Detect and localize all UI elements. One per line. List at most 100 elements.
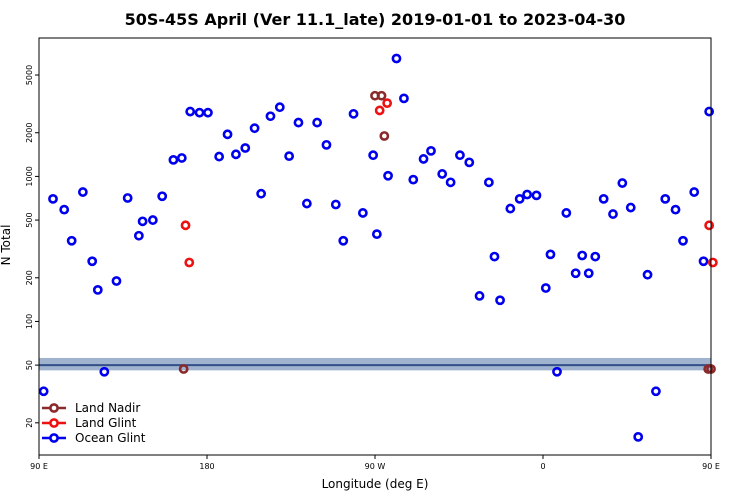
data-point [231, 149, 241, 160]
data-point [464, 157, 475, 168]
data-point [249, 123, 260, 134]
data-point [660, 193, 671, 204]
data-point [370, 90, 380, 101]
y-tick-label: 1000 [25, 166, 34, 186]
data-point [651, 386, 661, 397]
x-tick-label: 180 [199, 462, 214, 471]
data-point [489, 251, 500, 262]
data-point [514, 193, 525, 204]
data-points [38, 53, 718, 442]
x-tick-label: 90 E [30, 462, 48, 471]
data-point [399, 93, 409, 104]
x-axis-ticks: 90 E 180 90 W 0 90 E [30, 455, 720, 471]
data-point [379, 131, 390, 141]
series-land-nadir [178, 90, 716, 374]
data-point [455, 150, 465, 161]
data-point [642, 269, 653, 280]
data-point [426, 145, 436, 156]
data-point [483, 177, 494, 188]
data-point [157, 191, 168, 202]
data-point [371, 229, 382, 240]
y-tick-label: 5000 [25, 65, 34, 85]
data-point [577, 250, 588, 261]
data-point [284, 151, 295, 162]
y-tick-label: 500 [25, 212, 34, 227]
legend-label: Land Nadir [75, 401, 140, 415]
data-point [561, 208, 572, 218]
y-tick-label: 20 [25, 418, 34, 428]
data-point [180, 220, 191, 231]
data-point [383, 170, 393, 181]
x-tick-label: 90 W [365, 462, 386, 471]
x-axis-label: Longitude (deg E) [322, 477, 429, 491]
data-point [590, 251, 601, 262]
x-tick-label: 90 E [702, 462, 720, 471]
data-point [185, 106, 196, 117]
data-point [147, 215, 158, 225]
data-point [374, 105, 385, 116]
series-land-glint [180, 98, 718, 268]
data-point [531, 190, 542, 201]
data-point [265, 111, 276, 122]
chart-title: 50S-45S April (Ver 11.1_late) 2019-01-01… [125, 10, 626, 29]
data-point [240, 143, 251, 153]
data-point [338, 235, 349, 246]
data-point [122, 193, 133, 203]
y-tick-label: 100 [25, 314, 34, 329]
data-point [583, 268, 594, 279]
y-tick-label: 200 [25, 270, 34, 285]
data-point [617, 178, 628, 188]
data-point [301, 198, 312, 209]
data-point [670, 204, 681, 215]
data-point [203, 107, 213, 118]
data-point [66, 235, 77, 246]
legend-marker [49, 403, 59, 413]
data-point [391, 53, 402, 64]
data-point [495, 295, 505, 306]
legend-item: Land Nadir [42, 401, 140, 415]
data-point [87, 256, 98, 267]
y-axis-ticks: 20 50 100 200 500 1000 2000 5000 [25, 65, 39, 428]
data-point [222, 129, 233, 140]
data-point [256, 188, 267, 199]
threshold-band [39, 357, 711, 371]
data-point [178, 364, 189, 374]
x-tick-label: 0 [540, 462, 545, 471]
data-point [505, 203, 516, 214]
data-point [540, 283, 551, 293]
data-point [437, 169, 448, 179]
data-point [608, 209, 618, 219]
data-point [382, 98, 393, 109]
legend-item: Land Glint [42, 416, 137, 430]
series-ocean-glint [38, 53, 715, 442]
data-point [418, 154, 429, 164]
data-point [625, 202, 636, 213]
data-point [357, 208, 368, 218]
data-point [92, 285, 103, 295]
data-point [689, 187, 700, 197]
data-point [184, 257, 195, 268]
data-point [598, 193, 609, 204]
data-point [77, 187, 88, 197]
data-point [348, 108, 359, 119]
data-point [137, 216, 148, 227]
data-point [59, 204, 70, 215]
data-point [111, 276, 122, 286]
data-point [293, 117, 304, 128]
legend-label: Land Glint [75, 416, 137, 430]
data-point [474, 291, 485, 301]
data-point [274, 102, 285, 113]
data-point [133, 230, 144, 241]
data-point [38, 386, 49, 397]
data-point [678, 235, 688, 246]
data-point [321, 139, 332, 150]
data-point [552, 366, 562, 377]
data-point [698, 256, 709, 267]
data-point [368, 150, 379, 161]
data-point [633, 431, 644, 442]
data-point [214, 151, 225, 162]
legend-item: Ocean Glint [42, 431, 146, 445]
data-point [48, 193, 58, 204]
